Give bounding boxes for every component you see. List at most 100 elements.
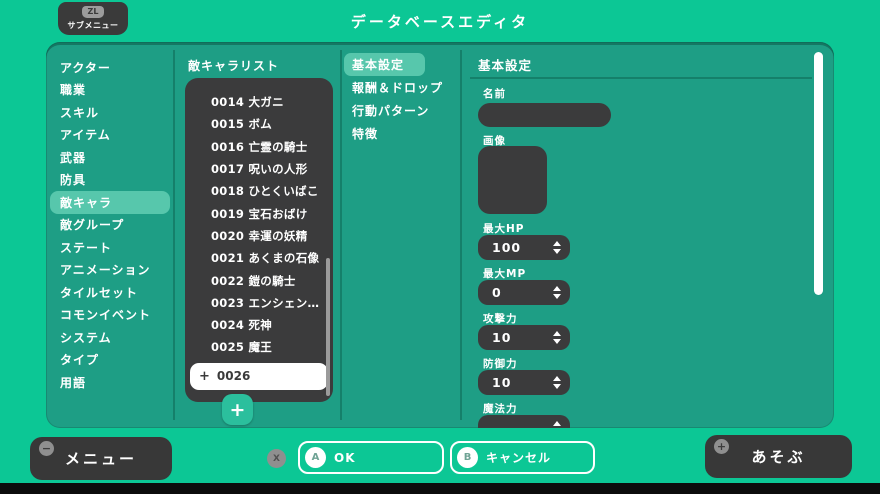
sidebar-item[interactable]: タイルセット (60, 285, 139, 300)
sidebar-item[interactable]: 防具 (60, 173, 87, 188)
spinner-arrows (553, 325, 561, 350)
stat-spinner[interactable]: 100 (478, 235, 570, 260)
spinner-down-icon[interactable] (553, 249, 561, 254)
stat-spinner[interactable]: 0 (478, 280, 570, 305)
ok-button[interactable]: A OK (298, 441, 444, 474)
enemy-list-item[interactable]: 0023 エンシェン… (211, 295, 320, 310)
tab-item[interactable]: 報酬＆ドロップ (352, 81, 444, 95)
name-label: 名前 (483, 88, 506, 100)
add-enemy-button[interactable]: + (222, 394, 253, 425)
enemy-list-item[interactable]: 0024 死神 (211, 318, 273, 333)
spinner-up-icon[interactable] (553, 421, 561, 426)
image-picker[interactable] (478, 146, 547, 214)
ok-label: OK (334, 450, 356, 465)
spinner-up-icon[interactable] (553, 331, 561, 336)
stat-spinner[interactable]: 10 (478, 325, 570, 350)
spinner-arrows (553, 235, 561, 260)
enemy-list-item[interactable]: 0019 宝石おばけ (211, 206, 308, 221)
page-title: データベースエディタ (350, 13, 530, 31)
zl-key-icon: ZL (82, 6, 104, 18)
spinner-up-icon[interactable] (553, 286, 561, 291)
plus-icon: + (229, 398, 246, 421)
stat-row: 最大MP 0 (478, 266, 570, 311)
sidebar-item[interactable]: 用語 (60, 375, 87, 390)
new-enemy-row[interactable]: + 0026 (190, 362, 328, 390)
enemy-list-item[interactable]: 0025 魔王 (211, 340, 273, 355)
column-divider (340, 50, 342, 420)
enemy-list-panel: 0014 大ガニ 0015 ボム 0016 亡霊の騎士 0017 呪いの人形 0018 … (185, 78, 333, 402)
form-divider (470, 77, 812, 79)
minus-badge-icon: − (39, 441, 54, 456)
stat-label: 防御力 (483, 358, 518, 370)
sidebar-item[interactable]: 敵グループ (60, 218, 125, 233)
spinner-down-icon[interactable] (553, 384, 561, 389)
settings-tabs: 基本設定報酬＆ドロップ 行動パターン 特徴 (344, 53, 444, 145)
sidebar-item[interactable]: スキル (60, 105, 100, 120)
sidebar-item[interactable]: 職業 (60, 83, 87, 98)
sidebar-item[interactable]: コモンイベント (60, 308, 152, 323)
sidebar-item[interactable]: アイテム (60, 128, 111, 143)
tab-item[interactable]: 基本設定 (344, 53, 425, 76)
spinner-arrows (553, 415, 561, 428)
column-divider (173, 50, 175, 420)
category-sidebar: アクター職業スキルアイテム武器防具敵キャラ敵グループステートアニメーション タイル… (46, 56, 173, 394)
tab-item[interactable]: 行動パターン (352, 104, 430, 118)
submenu-button[interactable]: ZL サブメニュー (58, 2, 128, 35)
sidebar-item[interactable]: アクター (60, 60, 111, 75)
enemy-list-item[interactable]: 0022 鎧の騎士 (211, 273, 296, 288)
basic-settings-form: 基本設定 名前 画像 最大HP 100 最大MP (468, 42, 834, 428)
cancel-button[interactable]: B キャンセル (450, 441, 595, 474)
spinner-value: 0 (492, 285, 502, 300)
x-button-icon[interactable]: X (267, 449, 286, 468)
sidebar-item[interactable]: アニメーション (60, 263, 151, 278)
enemy-list-item[interactable]: 0018 ひとくいばこ (211, 184, 319, 199)
enemy-list-item[interactable]: 0014 大ガニ (211, 95, 284, 110)
menu-label: メニュー (64, 450, 137, 468)
stat-label: 魔法力 (483, 403, 518, 415)
image-label: 画像 (483, 135, 506, 147)
column-divider (460, 50, 462, 420)
enemy-list-item[interactable]: 0021 あくまの石像 (211, 251, 320, 266)
screen-bottom-strip (0, 483, 880, 494)
play-label: あそぶ (751, 448, 806, 466)
stat-label: 攻撃力 (483, 313, 518, 325)
editor-panel: アクター職業スキルアイテム武器防具敵キャラ敵グループステートアニメーション タイル… (46, 42, 834, 428)
play-button[interactable]: + あそぶ (705, 435, 852, 478)
b-key-icon: B (457, 447, 478, 468)
enemy-list-scrollbar[interactable] (326, 258, 330, 396)
stat-row: 魔法力 (478, 401, 570, 428)
stat-spinner[interactable]: 10 (478, 370, 570, 395)
name-input[interactable] (478, 103, 611, 127)
spinner-up-icon[interactable] (553, 376, 561, 381)
spinner-arrows (553, 280, 561, 305)
form-title: 基本設定 (478, 58, 533, 73)
spinner-down-icon[interactable] (553, 294, 561, 299)
stat-row: 防御力 10 (478, 356, 570, 401)
x-key-label: X (273, 453, 280, 464)
sidebar-item[interactable]: システム (60, 330, 112, 345)
enemy-list-title: 敵キャラリスト (188, 59, 280, 73)
sidebar-item[interactable]: タイプ (60, 353, 100, 368)
enemy-list-item[interactable]: 0020 幸運の妖精 (211, 228, 308, 243)
sidebar-item[interactable]: 敵キャラ (50, 191, 170, 214)
form-scrollbar[interactable] (814, 52, 823, 295)
spinner-value: 100 (492, 240, 522, 255)
new-enemy-id: 0026 (216, 369, 251, 384)
enemy-list-item[interactable]: 0017 呪いの人形 (211, 162, 308, 177)
menu-button[interactable]: − メニュー (30, 437, 172, 480)
spinner-down-icon[interactable] (553, 339, 561, 344)
spinner-value: 10 (492, 330, 512, 345)
stat-spinner[interactable] (478, 415, 570, 428)
spinner-up-icon[interactable] (553, 241, 561, 246)
sidebar-item[interactable]: 武器 (60, 150, 87, 165)
stat-label: 最大HP (483, 223, 525, 235)
cancel-label: キャンセル (486, 451, 552, 465)
sidebar-item[interactable]: ステート (60, 240, 113, 255)
stat-row: 攻撃力 10 (478, 311, 570, 356)
enemy-list-item[interactable]: 0015 ボム (211, 117, 273, 132)
tab-item[interactable]: 特徴 (352, 127, 379, 141)
spinner-value: 10 (492, 375, 512, 390)
submenu-label: サブメニュー (67, 21, 119, 30)
stat-row: 最大HP 100 (478, 221, 570, 266)
enemy-list-item[interactable]: 0016 亡霊の騎士 (211, 139, 308, 154)
